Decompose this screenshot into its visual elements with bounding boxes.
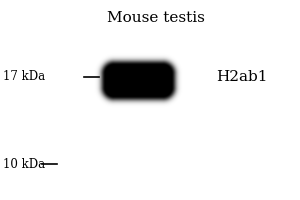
Text: 17 kDa: 17 kDa	[3, 71, 45, 84]
Text: H2ab1: H2ab1	[216, 70, 268, 84]
Text: 10 kDa: 10 kDa	[3, 158, 45, 170]
Text: Mouse testis: Mouse testis	[107, 11, 205, 25]
